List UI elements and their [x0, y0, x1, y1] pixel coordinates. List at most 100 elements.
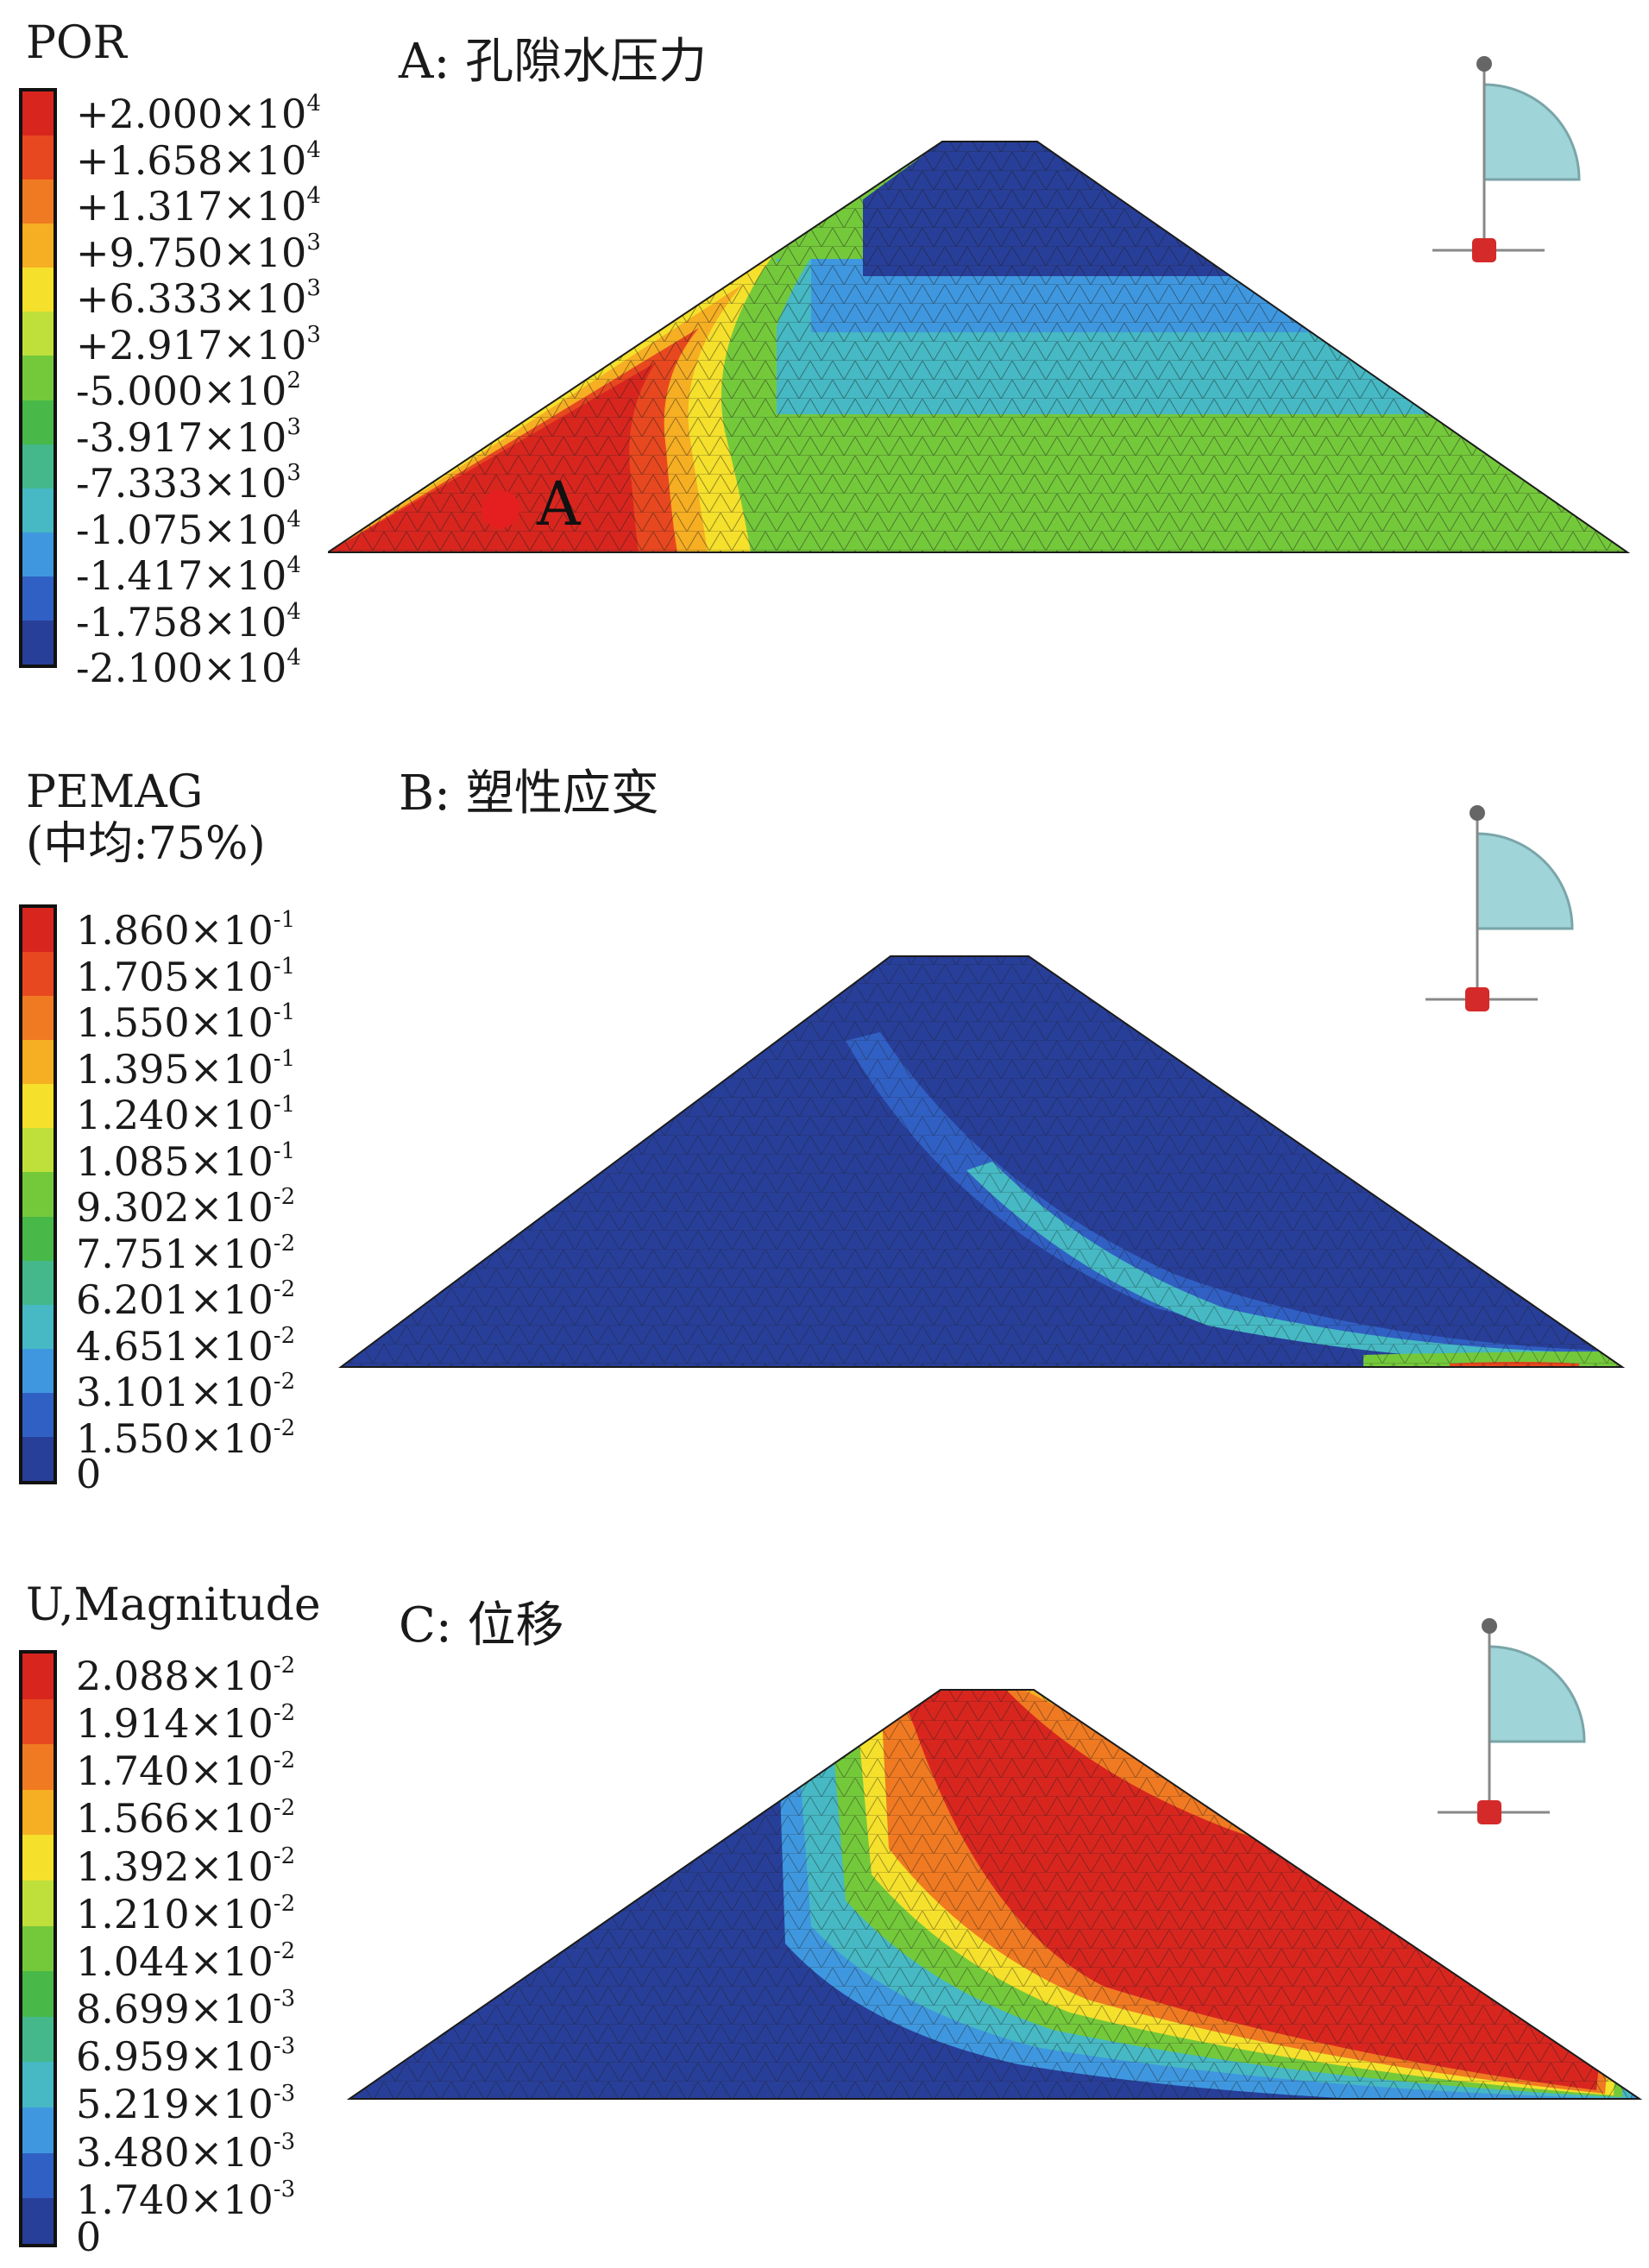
legend-label: 1.705×10-1 — [76, 946, 295, 998]
legend-label: 4.651×10-2 — [76, 1315, 295, 1367]
legend-label-exponent: -2 — [273, 1700, 296, 1727]
legend-label-mantissa: +6.333 — [76, 275, 223, 322]
legend-label-exponent: 4 — [306, 91, 321, 117]
panel-pore-pressure: POR +2.000×104 +1.658×104 +1.317×104 +9.750… — [0, 0, 1649, 756]
legend-label: 5.219×10-3 — [76, 2073, 295, 2125]
times-sign: ×10 — [203, 506, 287, 553]
legend-label: 0 — [76, 1453, 295, 1495]
legend-colorbar — [19, 88, 57, 668]
displacement-contour-plot — [346, 1689, 1643, 2100]
legend-swatch — [22, 488, 53, 532]
times-sign: ×10 — [203, 460, 287, 507]
legend-colorbar — [19, 904, 57, 1484]
legend-label-mantissa: -7.333 — [76, 460, 204, 507]
panel-title: C: 位移 — [399, 1597, 564, 1654]
legend-label: -5.000×102 — [76, 360, 321, 412]
legend-label-exponent: 3 — [286, 413, 301, 440]
legend-label-mantissa: -3.917 — [76, 413, 204, 461]
legend-label-mantissa: 1.395 — [76, 1045, 190, 1093]
legend-label-mantissa: -1.075 — [76, 506, 204, 553]
legend-label-exponent: -2 — [273, 1414, 296, 1441]
times-sign: ×10 — [189, 1843, 274, 1890]
legend-swatch — [22, 2016, 53, 2063]
legend-label-exponent: -2 — [273, 1937, 296, 1964]
legend-label-exponent: -2 — [273, 1843, 296, 1869]
legend-swatch — [22, 1040, 53, 1085]
legend-swatch — [22, 268, 53, 312]
legend-swatch — [22, 400, 53, 444]
legend-label-mantissa: 1.705 — [76, 953, 190, 1000]
legend-label-exponent: -2 — [273, 1230, 296, 1257]
times-sign: ×10 — [189, 2176, 274, 2223]
legend-label-exponent: 4 — [306, 136, 321, 163]
legend-labels: 1.860×10-1 1.705×10-1 1.550×10-1 1.395×10-1… — [76, 899, 295, 1495]
legend-label-exponent: -1 — [273, 907, 296, 933]
legend-swatch — [22, 1835, 53, 1881]
legend-label: 2.088×10-2 — [76, 1645, 295, 1697]
legend-label: -1.417×104 — [76, 545, 321, 596]
legend-label: 1.550×10-2 — [76, 1408, 296, 1459]
legend-labels: +2.000×104 +1.658×104 +1.317×104 +9.750×103… — [76, 83, 321, 689]
legend-swatch — [22, 1881, 53, 1926]
legend-label-exponent: -3 — [273, 1986, 296, 2013]
legend-swatch — [22, 444, 53, 488]
times-sign: ×10 — [203, 368, 287, 414]
legend-label-mantissa: 5.219 — [76, 2081, 190, 2128]
legend-label: -2.100×104 — [76, 637, 321, 689]
times-sign: ×10 — [189, 1653, 274, 1699]
legend-label-mantissa: 6.959 — [76, 2033, 190, 2081]
legend-label-exponent: 3 — [306, 229, 321, 255]
legend-label-mantissa: 1.210 — [76, 1890, 190, 1937]
legend-label: 3.480×10-3 — [76, 2121, 295, 2173]
legend-label-mantissa: 1.914 — [76, 1700, 190, 1748]
times-sign: ×10 — [189, 1276, 274, 1323]
legend-label-mantissa: 1.550 — [76, 999, 190, 1046]
times-sign: ×10 — [189, 1937, 274, 1985]
legend-swatch — [22, 620, 53, 665]
legend-label-mantissa: 1.044 — [76, 1937, 190, 1985]
legend-title-line: PEMAG — [26, 766, 204, 818]
legend-label: 1.914×10-2 — [76, 1692, 296, 1744]
legend-label-mantissa: -1.417 — [76, 552, 204, 599]
legend-label: 7.751×10-2 — [76, 1223, 296, 1275]
legend-swatch — [22, 1392, 53, 1437]
times-sign: ×10 — [189, 999, 274, 1046]
legend-label-exponent: -2 — [273, 1369, 296, 1395]
legend-swatch — [22, 1084, 53, 1129]
legend-label-mantissa: 3.101 — [76, 1369, 190, 1415]
legend-swatch — [22, 1304, 53, 1349]
times-sign: ×10 — [189, 1700, 274, 1748]
legend-label-mantissa: +1.317 — [76, 183, 223, 230]
orientation-icon — [1438, 1618, 1586, 1824]
legend-swatch — [22, 1260, 53, 1305]
legend-label-mantissa: +9.750 — [76, 229, 223, 276]
legend-label: 6.959×10-3 — [76, 2025, 296, 2077]
legend-swatch — [22, 1436, 53, 1482]
legend-swatch — [22, 2062, 53, 2108]
legend-label: 1.860×10-1 — [76, 899, 296, 951]
panel-plastic-strain: PEMAG (中均:75%) 1.860×10-1 1.705×10-1 1.550… — [0, 756, 1649, 1512]
legend-label: 8.699×10-3 — [76, 1978, 296, 2030]
legend-swatch — [22, 576, 53, 621]
legend-swatch — [22, 532, 53, 576]
legend-label-mantissa: 1.240 — [76, 1092, 190, 1138]
legend-swatch — [22, 1789, 53, 1836]
legend-swatch — [22, 1971, 53, 2017]
legend-label-exponent: -3 — [273, 2033, 296, 2060]
legend-label-exponent: 2 — [286, 368, 301, 394]
legend-label-exponent: -1 — [273, 1092, 296, 1118]
legend-swatch — [22, 2198, 53, 2244]
legend-swatch — [22, 952, 53, 997]
legend-label: +1.658×104 — [76, 129, 321, 181]
legend-label-mantissa: +1.658 — [76, 136, 223, 184]
legend-swatch — [22, 1698, 53, 1745]
legend-swatch — [22, 312, 53, 356]
times-sign: ×10 — [223, 136, 307, 184]
legend-label-exponent: -1 — [273, 999, 296, 1025]
point-a-label: A — [536, 469, 582, 539]
legend-label-mantissa: 1.740 — [76, 1748, 190, 1795]
times-sign: ×10 — [189, 907, 274, 954]
legend-label: 0 — [76, 2216, 295, 2258]
legend-label-mantissa: 1.566 — [76, 1795, 190, 1843]
legend-label-exponent: -2 — [273, 1276, 296, 1302]
